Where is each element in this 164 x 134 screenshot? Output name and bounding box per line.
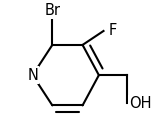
Text: Br: Br [44,3,60,18]
Text: N: N [27,68,38,83]
Text: OH: OH [129,96,152,111]
Text: F: F [108,23,116,38]
